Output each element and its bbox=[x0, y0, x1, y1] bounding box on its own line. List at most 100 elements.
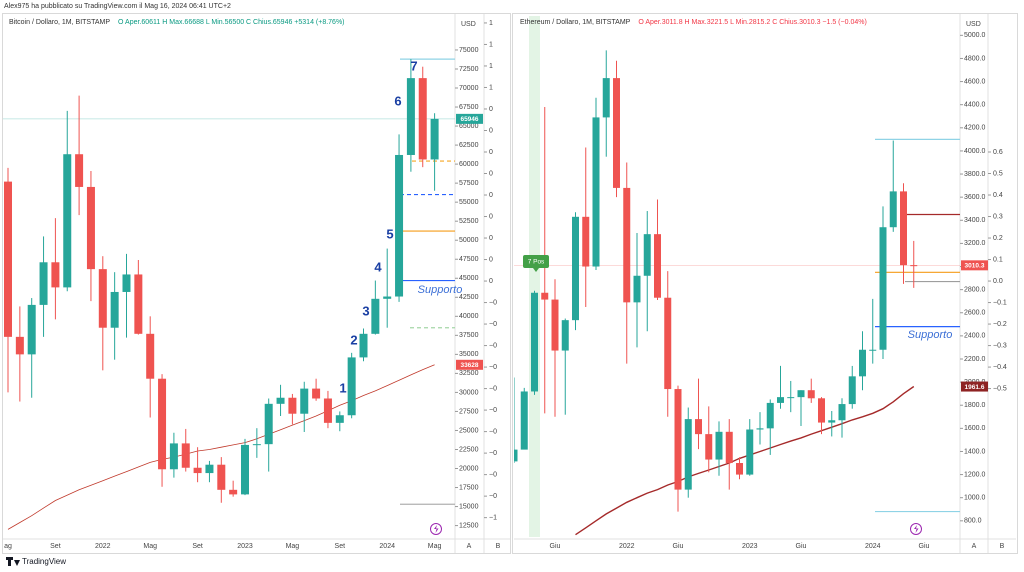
x-tick-label: Mag bbox=[428, 543, 442, 550]
y2-tick-label: 0.4 bbox=[993, 192, 1003, 199]
scale-button[interactable]: B bbox=[496, 543, 501, 550]
candle-body bbox=[787, 397, 795, 399]
y-tick-label: 4200.0 bbox=[964, 125, 986, 132]
y-tick-label: 4000.0 bbox=[964, 148, 986, 155]
candle-body bbox=[217, 464, 226, 490]
y2-tick-label: 1 bbox=[489, 84, 493, 91]
candle-body bbox=[4, 181, 12, 337]
y-tick-label: 52500 bbox=[459, 218, 479, 225]
y-tick-label: 2600.0 bbox=[964, 310, 986, 317]
y2-tick-label: 0 bbox=[489, 213, 493, 220]
candle-body bbox=[63, 154, 72, 288]
candle-body bbox=[520, 391, 528, 450]
x-tick-label: 2024 bbox=[379, 543, 395, 550]
footer: TradingView bbox=[22, 557, 66, 566]
price-label: 1961.6 bbox=[965, 384, 985, 391]
candle-body bbox=[122, 274, 131, 292]
y-tick-label: 70000 bbox=[459, 85, 479, 92]
scale-button[interactable]: B bbox=[1000, 543, 1005, 550]
y-tick-label: 4400.0 bbox=[964, 102, 986, 109]
y2-tick-label: −0.5 bbox=[993, 385, 1007, 392]
y-tick-label: 27500 bbox=[459, 408, 479, 415]
candle-body bbox=[848, 376, 856, 405]
y-tick-label: 2800.0 bbox=[964, 286, 986, 293]
y-tick-label: 75000 bbox=[459, 47, 479, 54]
candle-body bbox=[623, 187, 631, 303]
y2-tick-label: 0 bbox=[489, 256, 493, 263]
alert-icon[interactable] bbox=[910, 523, 922, 535]
y2-tick-label: −0 bbox=[489, 493, 497, 500]
candle-body bbox=[193, 467, 202, 474]
support-label: Supporto bbox=[908, 329, 953, 341]
y2-tick-label: 0.6 bbox=[993, 149, 1003, 156]
candle-body bbox=[158, 378, 167, 470]
y-tick-label: 22500 bbox=[459, 446, 479, 453]
y-tick-label: 37500 bbox=[459, 332, 479, 339]
x-tick-label: Mag bbox=[286, 543, 300, 550]
x-tick-label: Giu bbox=[550, 543, 561, 550]
candle-body bbox=[551, 299, 559, 351]
ohlc-info: O Aper.3011.8 H Max.3221.5 L Min.2815.2 … bbox=[638, 19, 866, 26]
y-tick-label: 15000 bbox=[459, 503, 479, 510]
currency-label: USD bbox=[461, 21, 476, 28]
y-tick-label: 3200.0 bbox=[964, 240, 986, 247]
y-tick-label: 17500 bbox=[459, 484, 479, 491]
y2-tick-label: −0.4 bbox=[993, 364, 1007, 371]
candle-body bbox=[39, 262, 48, 305]
y-tick-label: 2400.0 bbox=[964, 333, 986, 340]
wave-label: 5 bbox=[386, 226, 393, 241]
wave-label: 7 bbox=[410, 58, 417, 73]
moving-average bbox=[575, 385, 915, 536]
scale-button[interactable]: A bbox=[467, 543, 472, 550]
y-tick-label: 4600.0 bbox=[964, 78, 986, 85]
candle-body bbox=[430, 118, 439, 160]
candle-body bbox=[27, 304, 36, 355]
candle-body bbox=[582, 216, 590, 267]
y-tick-label: 65000 bbox=[459, 123, 479, 130]
y-tick-label: 2200.0 bbox=[964, 356, 986, 363]
candle-body bbox=[98, 269, 107, 328]
y-tick-label: 3800.0 bbox=[964, 171, 986, 178]
candle-body bbox=[674, 389, 682, 490]
candle-body bbox=[395, 154, 404, 297]
candle-body bbox=[323, 398, 332, 423]
candle-body bbox=[818, 398, 825, 423]
x-tick-label: 2022 bbox=[95, 543, 111, 550]
x-tick-label: 2023 bbox=[742, 543, 758, 550]
y-tick-label: 4800.0 bbox=[964, 55, 986, 62]
chart-title: Ethereum / Dollaro, 1M, BITSTAMP bbox=[520, 19, 631, 26]
candle-body bbox=[869, 349, 877, 351]
y2-tick-label: 0.2 bbox=[993, 235, 1003, 242]
y2-tick-label: −1 bbox=[489, 514, 497, 521]
wave-label: 4 bbox=[374, 259, 382, 274]
badge-label: 7 Pos bbox=[528, 259, 545, 266]
candle-body bbox=[613, 78, 620, 188]
candle-body bbox=[312, 388, 321, 399]
candle-body bbox=[643, 234, 651, 276]
x-tick-label: Set bbox=[335, 543, 346, 550]
y-tick-label: 67500 bbox=[459, 104, 479, 111]
y-tick-label: 1000.0 bbox=[964, 495, 986, 502]
candle-body bbox=[777, 397, 784, 403]
candle-body bbox=[889, 191, 897, 228]
candle-body bbox=[169, 443, 178, 470]
y2-tick-label: 0 bbox=[489, 192, 493, 199]
alert-icon[interactable] bbox=[430, 523, 442, 535]
y-tick-label: 42500 bbox=[459, 294, 479, 301]
scale-button[interactable]: A bbox=[972, 543, 977, 550]
y2-tick-label: −0 bbox=[489, 342, 497, 349]
price-label: 65946 bbox=[460, 116, 478, 123]
candle-body bbox=[654, 234, 661, 298]
y-tick-label: 800.0 bbox=[964, 518, 982, 525]
y2-tick-label: 0.0 bbox=[993, 278, 1003, 285]
y2-tick-label: −0 bbox=[489, 364, 497, 371]
y2-tick-label: 0 bbox=[489, 170, 493, 177]
price-label-box bbox=[456, 359, 483, 370]
candle-body bbox=[181, 443, 190, 468]
ohlc-info: O Aper.60611 H Max.66688 L Min.56500 C C… bbox=[118, 19, 345, 26]
y2-tick-label: −0.3 bbox=[993, 342, 1007, 349]
candle-body bbox=[766, 402, 774, 429]
candle-body bbox=[514, 449, 518, 462]
y-tick-label: 1600.0 bbox=[964, 425, 986, 432]
